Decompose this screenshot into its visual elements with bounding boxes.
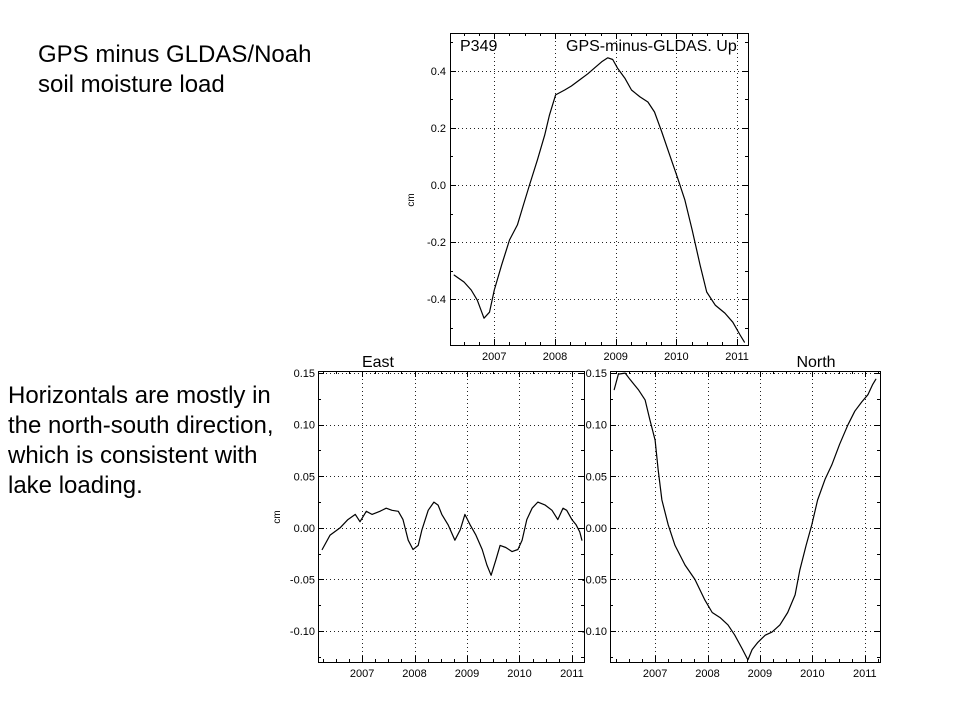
series-line bbox=[321, 501, 583, 576]
y-tick-label: -0.4 bbox=[427, 294, 446, 306]
x-tick-label: 2008 bbox=[695, 668, 719, 680]
y-axis-label: cm bbox=[406, 193, 417, 206]
x-tick-label: 2009 bbox=[748, 668, 772, 680]
note-line: Horizontals are mostly in bbox=[8, 382, 271, 409]
y-tick-label: 0.2 bbox=[431, 123, 446, 135]
x-tick-label: 2007 bbox=[482, 351, 506, 363]
x-tick-label: 2011 bbox=[853, 668, 877, 680]
plot-frame bbox=[318, 371, 585, 663]
y-axis-label: cm bbox=[272, 510, 283, 523]
y-tick-label: 0.4 bbox=[431, 66, 446, 78]
series-line bbox=[453, 57, 746, 343]
y-tick-label: 0.05 bbox=[586, 471, 607, 483]
chart-east-component: 2007 2008 2009 2010 2011 0.15 0.10 0.05 0.00 -0.0… bbox=[272, 354, 585, 680]
chart-title: East bbox=[362, 354, 395, 371]
plot-frame bbox=[450, 33, 749, 346]
x-tick-label: 2011 bbox=[560, 668, 584, 680]
note-line: which is consistent with bbox=[8, 442, 258, 469]
heading-line: soil moisture load bbox=[38, 71, 225, 98]
chart-title: GPS-minus-GLDAS. Up bbox=[566, 38, 737, 55]
x-tick-label: 2007 bbox=[643, 668, 667, 680]
x-tick-label: 2008 bbox=[543, 351, 567, 363]
x-tick-label: 2009 bbox=[603, 351, 627, 363]
note-line: lake loading. bbox=[8, 472, 143, 499]
y-tick-label: -0.05 bbox=[582, 574, 607, 586]
slide-heading: GPS minus GLDAS/Noah soil moisture load bbox=[38, 40, 311, 100]
y-tick-label: 0.05 bbox=[294, 471, 315, 483]
y-tick-label: 0.0 bbox=[431, 180, 446, 192]
x-tick-label: 2007 bbox=[350, 668, 374, 680]
note-line: the north-south direction, bbox=[8, 412, 274, 439]
series-line bbox=[613, 372, 877, 661]
x-tick-label: 2010 bbox=[507, 668, 531, 680]
station-label: P349 bbox=[460, 38, 497, 55]
y-tick-label: 0.15 bbox=[294, 368, 315, 380]
y-tick-label: 0.00 bbox=[294, 523, 315, 535]
chart-north-component: 2007 2008 2009 2010 2011 0.15 0.10 0.05 0.00 -0.0… bbox=[582, 354, 881, 680]
x-tick-label: 2010 bbox=[664, 351, 688, 363]
y-tick-label: -0.10 bbox=[582, 626, 607, 638]
x-tick-label: 2011 bbox=[725, 351, 749, 363]
slide-note: Horizontals are mostly in the north-sout… bbox=[8, 381, 274, 501]
y-tick-label: -0.10 bbox=[290, 626, 315, 638]
y-tick-label: 0.10 bbox=[586, 420, 607, 432]
y-tick-label: 0.15 bbox=[586, 368, 607, 380]
y-tick-label: -0.05 bbox=[290, 574, 315, 586]
chart-up-component: 2007 2008 2009 2010 2011 0.4 0.2 0.0 -0.2 -0.4 P34… bbox=[406, 33, 749, 363]
y-tick-label: 0.10 bbox=[294, 420, 315, 432]
x-tick-label: 2008 bbox=[402, 668, 426, 680]
plot-frame bbox=[610, 371, 881, 663]
y-tick-label: 0.00 bbox=[586, 523, 607, 535]
x-tick-label: 2010 bbox=[800, 668, 824, 680]
x-tick-label: 2009 bbox=[455, 668, 479, 680]
chart-title: North bbox=[796, 354, 835, 371]
heading-line: GPS minus GLDAS/Noah bbox=[38, 41, 312, 68]
y-tick-label: -0.2 bbox=[427, 237, 446, 249]
